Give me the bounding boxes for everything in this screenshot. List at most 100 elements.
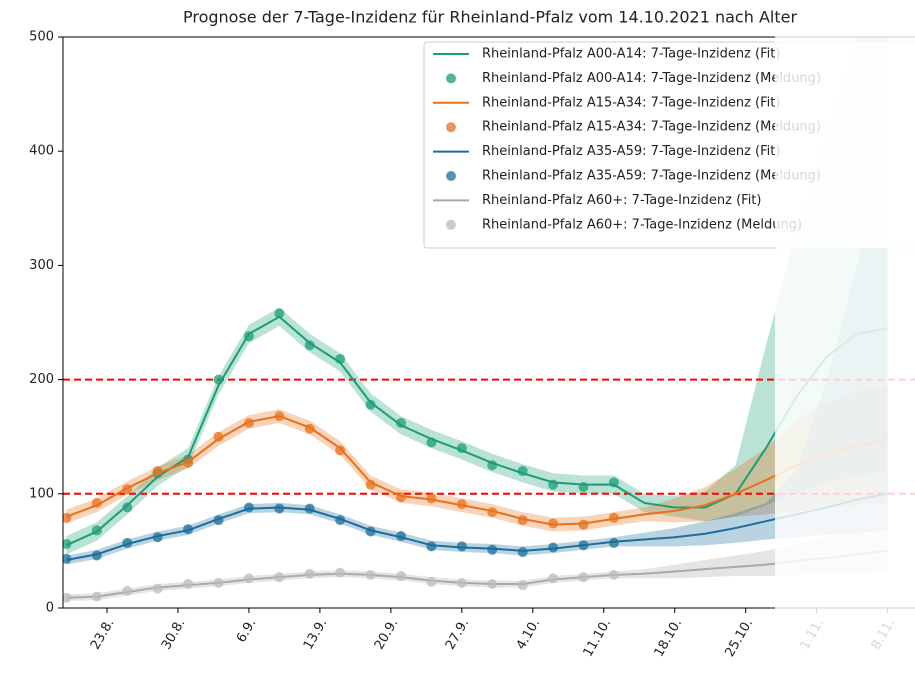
legend-swatch — [446, 73, 456, 84]
data-point — [122, 484, 133, 495]
data-point — [91, 591, 102, 602]
data-point — [456, 541, 467, 552]
data-point — [274, 572, 285, 583]
data-point — [365, 479, 376, 490]
data-point — [304, 503, 315, 514]
data-point — [183, 457, 194, 468]
data-point — [608, 477, 619, 488]
fit-line — [66, 549, 888, 599]
x-tick-label: 13.9. — [301, 616, 331, 652]
data-point — [63, 592, 72, 603]
data-point — [274, 308, 285, 319]
data-point — [608, 512, 619, 523]
legend-swatch — [446, 122, 456, 133]
data-point — [548, 479, 559, 490]
data-point — [365, 526, 376, 537]
data-point — [91, 497, 102, 508]
data-point — [304, 340, 315, 351]
x-tick-label: 4.10. — [514, 616, 544, 652]
fit-line — [66, 415, 888, 526]
data-point — [91, 550, 102, 561]
x-tick-label: 6.9. — [234, 616, 259, 645]
confidence-band — [66, 37, 888, 555]
data-point — [335, 445, 346, 456]
data-point — [426, 493, 437, 504]
legend-swatch — [446, 171, 456, 181]
data-point — [243, 502, 254, 513]
data-point — [578, 540, 589, 551]
x-tick-label: 30.8. — [159, 616, 189, 652]
data-point — [487, 544, 498, 555]
y-tick-label: 400 — [29, 144, 54, 159]
data-point — [335, 567, 346, 578]
data-point — [365, 399, 376, 410]
legend-label: Rheinland-Pfalz A60+: 7-Tage-Inzidenz (F… — [482, 193, 761, 208]
data-point — [152, 583, 163, 594]
legend-swatch — [446, 219, 456, 230]
data-point — [91, 525, 102, 536]
data-point — [63, 539, 72, 550]
data-point — [304, 423, 315, 434]
y-tick-label: 500 — [29, 30, 54, 45]
data-point — [396, 531, 407, 542]
y-tick-label: 0 — [46, 601, 54, 616]
data-point — [487, 579, 498, 590]
data-point — [578, 572, 589, 583]
chart-title: Prognose der 7-Tage-Inzidenz für Rheinla… — [183, 8, 797, 27]
data-point — [548, 542, 559, 553]
data-point — [396, 492, 407, 503]
data-point — [152, 532, 163, 543]
y-tick-label: 100 — [29, 486, 54, 501]
data-point — [548, 518, 559, 529]
data-point — [274, 411, 285, 422]
data-point — [456, 443, 467, 454]
x-tick-label: 25.10. — [723, 616, 757, 659]
legend-label: Rheinland-Pfalz A15-A34: 7-Tage-Inzidenz… — [482, 120, 821, 135]
data-point — [274, 503, 285, 514]
fit-line — [66, 315, 888, 547]
data-point — [426, 576, 437, 587]
data-point — [517, 465, 528, 476]
data-point — [456, 577, 467, 588]
data-point — [304, 568, 315, 579]
data-point — [517, 547, 528, 558]
data-point — [63, 512, 72, 523]
data-point — [396, 417, 407, 428]
data-point — [152, 465, 163, 476]
data-point — [183, 524, 194, 535]
data-point — [213, 431, 224, 442]
legend-label: Rheinland-Pfalz A00-A14: 7-Tage-Inzidenz… — [482, 47, 780, 62]
legend-label: Rheinland-Pfalz A35-A59: 7-Tage-Inzidenz… — [482, 169, 821, 184]
fit-line — [66, 492, 888, 562]
confidence-band — [66, 385, 888, 532]
data-point — [243, 573, 254, 584]
confidence-band — [66, 525, 888, 602]
data-point — [578, 481, 589, 492]
data-point — [183, 579, 194, 590]
x-tick-label: 20.9. — [372, 616, 402, 652]
data-point — [608, 569, 619, 580]
x-tick-label: 23.8. — [88, 616, 118, 652]
data-point — [517, 515, 528, 526]
x-tick-label: 27.9. — [443, 616, 473, 652]
y-tick-label: 200 — [29, 372, 54, 387]
data-point — [213, 577, 224, 588]
data-point — [243, 331, 254, 342]
legend-label: Rheinland-Pfalz A00-A14: 7-Tage-Inzidenz… — [482, 71, 821, 86]
data-point — [243, 417, 254, 428]
x-tick-label: 11.10. — [581, 616, 615, 659]
x-tick-label: 18.10. — [652, 616, 686, 659]
data-point — [63, 553, 72, 564]
data-point — [122, 537, 133, 548]
legend-label: Rheinland-Pfalz A60+: 7-Tage-Inzidenz (M… — [482, 217, 802, 232]
legend-label: Rheinland-Pfalz A15-A34: 7-Tage-Inzidenz… — [482, 95, 780, 110]
data-point — [213, 515, 224, 526]
data-point — [608, 537, 619, 548]
data-point — [517, 580, 528, 591]
data-point — [122, 502, 133, 513]
data-point — [548, 573, 559, 584]
data-point — [426, 437, 437, 448]
legend-label: Rheinland-Pfalz A35-A59: 7-Tage-Inzidenz… — [482, 144, 780, 159]
data-point — [487, 507, 498, 518]
data-point — [335, 515, 346, 526]
